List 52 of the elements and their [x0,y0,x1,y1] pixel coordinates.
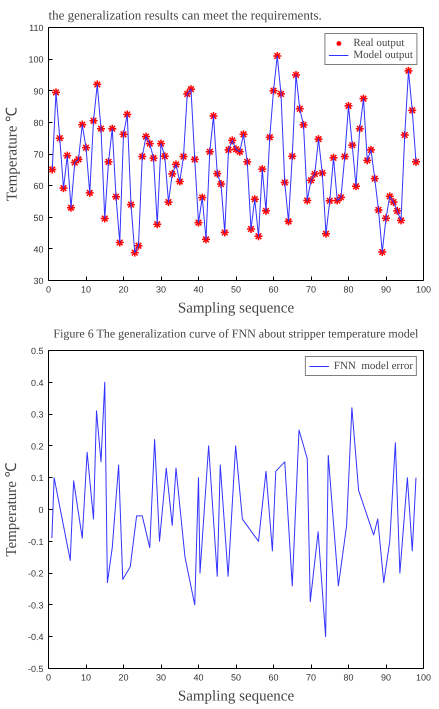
x-tick-label: 0 [46,284,52,294]
x-tick-label: 40 [193,284,204,294]
line-series [51,382,416,638]
y-tick-label: -0.2 [28,568,44,579]
y-tick-label: 70 [33,150,44,160]
x-axis-title: Sampling sequence [178,688,294,704]
y-tick-label: 0.1 [30,473,44,484]
y-tick-label: 110 [29,23,44,33]
x-tick-label: 50 [230,284,242,294]
x-tick-label: 70 [306,284,316,294]
y-axis-title: Temperature ℃ [4,462,20,557]
y-tick-label: 0 [38,505,44,515]
x-tick-label: 30 [156,284,166,294]
x-tick-label: 70 [306,672,316,682]
y-tick-label: 40 [33,244,44,254]
y-tick-label: -0.3 [28,600,44,610]
y-axis-title: Temperature ℃ [4,106,20,202]
x-tick-label: 90 [380,284,392,294]
y-tick-label: 30 [33,276,44,286]
x-axis-title: Sampling sequence [178,300,294,316]
y-tick-label: -0.5 [28,664,44,674]
x-tick-label: 80 [343,284,354,294]
x-tick-label: 60 [268,672,279,682]
x-tick-label: 90 [380,672,392,682]
x-tick-label: 10 [80,672,92,682]
y-tick-label: 0.5 [30,346,44,356]
text: the generalization results can meet the requirements. [48,8,322,22]
x-tick-label: 50 [230,672,242,682]
x-tick-label: 20 [118,672,129,682]
y-tick-label: 0.2 [30,441,44,452]
x-tick-label: 10 [80,284,92,294]
y-tick-label: 90 [33,86,44,96]
x-tick-label: 100 [416,284,432,294]
x-tick-label: 30 [156,672,166,682]
x-tick-label: 20 [118,284,129,294]
legend-label: Real output [353,37,404,49]
y-tick-label: -0.4 [28,632,44,642]
y-tick-label: 0.4 [30,378,44,388]
x-tick-label: 40 [193,672,204,682]
y-tick-label: 60 [33,181,44,192]
y-tick-label: -0.1 [28,536,44,547]
legend-label: FNN model error [334,360,413,372]
y-tick-label: 50 [33,212,44,223]
legend-label: Model output [353,49,413,61]
x-tick-label: 60 [268,284,279,294]
y-tick-label: 80 [33,118,44,128]
x-tick-label: 0 [46,672,52,682]
y-tick-label: 0.3 [30,410,44,420]
x-tick-label: 100 [416,672,432,682]
caption: Figure 6 The generalization curve of FNN about stripper temperature model [53,326,420,340]
y-tick-label: 100 [28,54,44,65]
x-tick-label: 80 [343,672,354,682]
